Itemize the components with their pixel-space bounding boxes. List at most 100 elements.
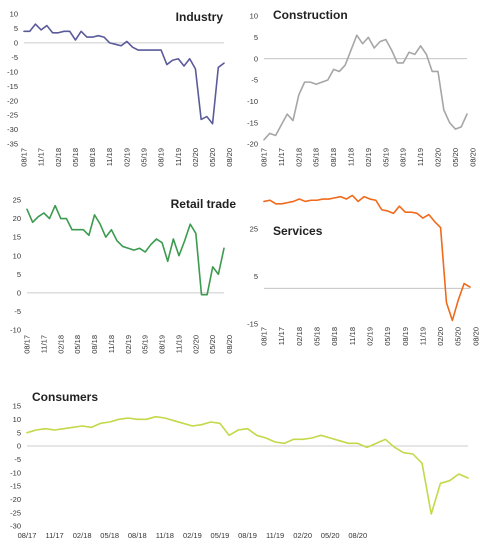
services-x-tick-label: 05/19	[383, 327, 392, 346]
services-x-tick-label: 08/18	[330, 327, 339, 346]
retail-trade-chart-title: Retail trade	[171, 197, 237, 211]
services-series-line	[263, 194, 471, 322]
industry-x-tick-label: 11/19	[174, 148, 183, 166]
retail-trade-chart: -10 -5 0 5 10 15 20 25 08/17 11/17 02/18 05/18 08/18…	[10, 196, 236, 354]
services-y-tick-label: -15	[247, 320, 258, 329]
services-x-tick-label: 02/18	[295, 327, 304, 346]
industry-x-tick-label: 11/18	[105, 148, 114, 166]
industry-y-tick-label: 5	[14, 24, 18, 33]
consumers-x-tick-label: 02/20	[293, 531, 312, 540]
retail-trade-x-tick-label: 11/19	[174, 335, 183, 353]
construction-x-tick-label: 08/18	[329, 148, 338, 167]
industry-y-tick-label: -5	[11, 53, 18, 62]
construction-x-tick-label: 11/19	[416, 148, 425, 166]
consumers-y-tick-label: -5	[14, 455, 21, 464]
construction-x-tick-label: 11/18	[347, 148, 356, 166]
construction-chart: -20 -15 -10 -5 0 5 10 08/17 11/17 02/18 05/18 08/18…	[247, 8, 477, 167]
construction-y-tick-label: -20	[247, 140, 258, 149]
retail-trade-x-tick-label: 08/20	[225, 335, 234, 354]
construction-x-tick-label: 08/17	[260, 148, 269, 167]
industry-y-tick-label: 10	[10, 10, 18, 19]
retail-trade-x-tick-label: 02/18	[56, 335, 65, 354]
consumers-x-tick-label: 11/19	[266, 531, 284, 540]
retail-trade-x-tick-label: 02/19	[124, 335, 133, 354]
industry-y-tick-label: -15	[7, 82, 18, 91]
industry-x-tick-label: 05/19	[140, 148, 149, 167]
consumers-x-tick-label: 11/17	[45, 531, 63, 540]
retail-trade-y-tick-label: 5	[17, 270, 21, 279]
services-x-tick-label: 05/18	[312, 327, 321, 346]
industry-y-tick-label: 0	[14, 38, 18, 47]
consumers-x-tick-label: 08/18	[128, 531, 147, 540]
construction-x-tick-label: 02/19	[364, 148, 373, 167]
retail-trade-y-tick-label: 15	[13, 233, 21, 242]
services-x-tick-label: 08/20	[471, 327, 480, 346]
construction-y-tick-label: -15	[247, 118, 258, 127]
consumers-series-line	[26, 415, 469, 515]
consumers-x-tick-label: 11/18	[156, 531, 174, 540]
retail-trade-series-line	[26, 204, 225, 296]
retail-trade-y-tick-label: 10	[13, 251, 21, 260]
construction-y-tick-label: 5	[254, 33, 258, 42]
services-chart: -15 5 25 08/17 11/17 02/18 05/18 08/18 11/18 02/1…	[247, 194, 480, 346]
consumers-x-tick-label: 05/18	[100, 531, 119, 540]
consumers-chart: -30 -25 -20 -15 -10 -5 0 5 10 15 08/17 11/17 02/18 05…	[10, 390, 469, 540]
retail-trade-x-tick-label: 11/18	[107, 335, 116, 353]
consumers-chart-title: Consumers	[32, 390, 98, 404]
services-y-tick-label: 25	[250, 224, 258, 233]
construction-x-tick-label: 05/20	[451, 148, 460, 167]
construction-series-line	[263, 34, 468, 141]
industry-x-tick-label: 08/18	[88, 148, 97, 167]
industry-x-tick-label: 05/18	[71, 148, 80, 167]
construction-x-tick-label: 08/20	[468, 148, 477, 167]
construction-x-tick-label: 11/17	[277, 148, 286, 166]
industry-chart-title: Industry	[176, 10, 224, 24]
retail-trade-x-tick-label: 11/17	[39, 335, 48, 353]
services-y-tick-label: 5	[254, 272, 258, 281]
consumers-x-tick-label: 05/19	[211, 531, 230, 540]
consumers-x-tick-label: 05/20	[321, 531, 340, 540]
retail-trade-x-tick-label: 08/19	[158, 335, 167, 354]
services-chart-title: Services	[273, 224, 323, 238]
industry-y-tick-label: -10	[7, 67, 18, 76]
consumers-x-tick-label: 08/20	[348, 531, 367, 540]
consumers-y-tick-label: 10	[13, 415, 21, 424]
consumers-y-tick-label: -25	[10, 508, 21, 517]
consumers-y-tick-label: -15	[10, 482, 21, 491]
industry-series-line	[23, 23, 225, 125]
retail-trade-x-tick-label: 05/19	[141, 335, 150, 354]
industry-x-tick-label: 08/20	[225, 148, 234, 167]
construction-y-tick-label: 10	[250, 12, 258, 21]
consumers-x-tick-label: 02/18	[73, 531, 92, 540]
construction-y-tick-label: 0	[254, 54, 258, 63]
industry-y-tick-label: -35	[7, 140, 18, 149]
services-x-tick-label: 02/20	[436, 327, 445, 346]
construction-x-tick-label: 05/18	[312, 148, 321, 167]
consumers-y-tick-label: -20	[10, 495, 21, 504]
industry-chart: -35 -30 -25 -20 -15 -10 -5 0 5 10 08/17 11/17 02/18 0…	[7, 10, 234, 167]
services-x-tick-label: 08/19	[401, 327, 410, 346]
retail-trade-y-tick-label: 0	[17, 288, 21, 297]
services-x-tick-label: 11/19	[418, 327, 427, 345]
retail-trade-x-tick-label: 05/20	[208, 335, 217, 354]
retail-trade-y-tick-label: -5	[14, 307, 21, 316]
retail-trade-y-tick-label: 20	[13, 214, 21, 223]
retail-trade-y-tick-label: -10	[10, 326, 21, 335]
industry-y-tick-label: -20	[7, 96, 18, 105]
services-x-tick-label: 11/17	[277, 327, 286, 345]
construction-x-tick-label: 05/19	[381, 148, 390, 167]
construction-x-tick-label: 02/20	[434, 148, 443, 167]
consumers-y-tick-label: 15	[13, 402, 21, 411]
consumers-y-tick-label: 5	[17, 428, 21, 437]
services-x-tick-label: 02/19	[365, 327, 374, 346]
retail-trade-x-tick-label: 05/18	[73, 335, 82, 354]
construction-y-tick-label: -5	[251, 76, 258, 85]
industry-x-tick-label: 02/18	[54, 148, 63, 167]
construction-x-tick-label: 02/18	[294, 148, 303, 167]
consumers-x-tick-label: 08/19	[238, 531, 257, 540]
services-x-tick-label: 11/18	[348, 327, 357, 345]
retail-trade-x-tick-label: 08/18	[90, 335, 99, 354]
industry-x-tick-label: 02/20	[191, 148, 200, 167]
retail-trade-x-tick-label: 02/20	[191, 335, 200, 354]
